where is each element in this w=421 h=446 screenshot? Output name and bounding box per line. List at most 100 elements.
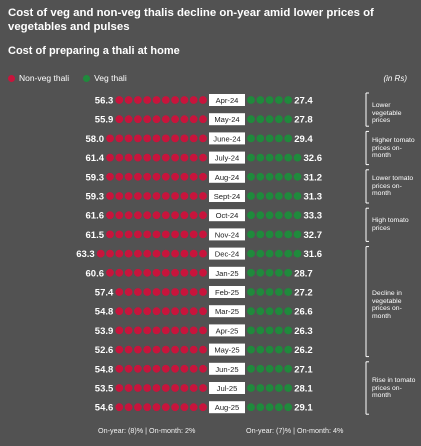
non-veg-dot xyxy=(171,192,180,200)
month-label: Aug-25 xyxy=(215,403,240,412)
non-veg-dot xyxy=(171,403,180,412)
veg-dot xyxy=(275,153,283,162)
veg-dot xyxy=(247,230,255,239)
veg-dot xyxy=(284,403,293,412)
veg-value-label: 31.3 xyxy=(304,192,323,203)
non-veg-dot xyxy=(134,403,142,412)
veg-dot xyxy=(256,403,265,412)
non-veg-dot xyxy=(143,153,152,162)
non-veg-dot xyxy=(134,268,142,277)
non-veg-dot xyxy=(171,96,180,104)
non-veg-dot xyxy=(106,153,114,162)
month-label-box xyxy=(209,190,245,202)
non-veg-dot xyxy=(115,172,124,181)
month-label: Nov-24 xyxy=(215,230,239,239)
veg-dot xyxy=(256,288,265,296)
non-veg-dot xyxy=(171,172,180,181)
non-veg-dot xyxy=(180,384,189,392)
month-label-box xyxy=(209,170,245,183)
non-veg-dot xyxy=(189,364,198,373)
veg-dot xyxy=(293,153,302,162)
veg-dot xyxy=(284,384,293,392)
non-veg-dot xyxy=(189,249,198,258)
month-label: Sept-24 xyxy=(214,192,241,201)
non-veg-dot xyxy=(152,307,161,316)
veg-dot xyxy=(275,230,283,239)
veg-dot xyxy=(256,364,265,373)
non-veg-dot xyxy=(180,192,189,200)
veg-dot xyxy=(284,211,293,220)
month-label-box xyxy=(209,401,245,414)
veg-dot xyxy=(265,364,274,373)
veg-dot xyxy=(247,96,255,104)
veg-dot xyxy=(284,115,293,124)
non-veg-dot xyxy=(152,134,161,143)
non-veg-dot xyxy=(161,403,170,412)
non-veg-dot xyxy=(115,211,124,220)
non-veg-dot xyxy=(189,345,198,354)
veg-value-label: 27.8 xyxy=(294,115,313,126)
veg-dot xyxy=(256,115,265,124)
non-veg-dot xyxy=(115,134,124,143)
annotation-text: Higher tomato prices on-month xyxy=(372,137,415,160)
veg-dot xyxy=(265,96,274,104)
non-veg-dot xyxy=(143,172,152,181)
non-veg-value-label: 54.8 xyxy=(95,307,114,318)
non-veg-dot xyxy=(199,307,207,316)
non-veg-dot xyxy=(134,288,142,296)
veg-dot xyxy=(265,211,274,220)
non-veg-value-label: 55.9 xyxy=(95,115,114,126)
veg-dot xyxy=(265,230,274,239)
non-veg-dot xyxy=(143,345,152,354)
non-veg-dot xyxy=(199,153,207,162)
veg-value-label: 27.4 xyxy=(294,96,313,107)
non-veg-dot xyxy=(143,211,152,220)
non-veg-dot xyxy=(161,134,170,143)
non-veg-dot xyxy=(199,288,207,296)
veg-dot xyxy=(275,268,283,277)
veg-dot xyxy=(265,134,274,143)
month-label-box xyxy=(209,94,245,106)
veg-value-label: 33.3 xyxy=(304,211,323,222)
veg-dot xyxy=(247,192,255,200)
month-label-box xyxy=(209,151,245,164)
non-veg-dot xyxy=(161,326,170,335)
non-veg-dot xyxy=(134,192,142,200)
non-veg-dot xyxy=(189,172,198,181)
legend-label-non-veg: Non-veg thali xyxy=(19,73,70,83)
non-veg-dot xyxy=(124,211,133,220)
non-veg-dot xyxy=(180,345,189,354)
veg-dot xyxy=(284,345,293,354)
non-veg-dot xyxy=(180,153,189,162)
non-veg-dot xyxy=(106,172,114,181)
veg-dot xyxy=(265,192,274,200)
non-veg-dot xyxy=(124,172,133,181)
non-veg-dot xyxy=(189,288,198,296)
veg-value-label: 26.2 xyxy=(294,345,313,356)
non-veg-dot xyxy=(143,249,152,258)
legend-swatch-non-veg xyxy=(8,74,15,82)
month-label: Apr-24 xyxy=(216,96,239,105)
non-veg-dot xyxy=(143,326,152,335)
month-label: Aug-24 xyxy=(215,173,240,182)
non-veg-dot xyxy=(171,326,180,335)
non-veg-dot xyxy=(124,115,133,124)
veg-dot xyxy=(256,211,265,220)
non-veg-dot xyxy=(143,307,152,316)
month-label-box xyxy=(209,362,245,375)
non-veg-dot xyxy=(171,211,180,220)
veg-dot xyxy=(284,172,293,181)
non-veg-dot xyxy=(199,364,207,373)
veg-dot xyxy=(275,249,283,258)
non-veg-dot xyxy=(124,192,133,200)
non-veg-dot xyxy=(180,307,189,316)
non-veg-dot xyxy=(171,345,180,354)
non-veg-dot xyxy=(134,249,142,258)
veg-dot xyxy=(247,288,255,296)
veg-dot xyxy=(247,384,255,392)
chart-title: Cost of veg and non-veg thalis decline o… xyxy=(8,7,374,33)
non-veg-dot xyxy=(152,115,161,124)
non-veg-value-label: 58.0 xyxy=(86,134,105,145)
veg-dot xyxy=(284,192,293,200)
